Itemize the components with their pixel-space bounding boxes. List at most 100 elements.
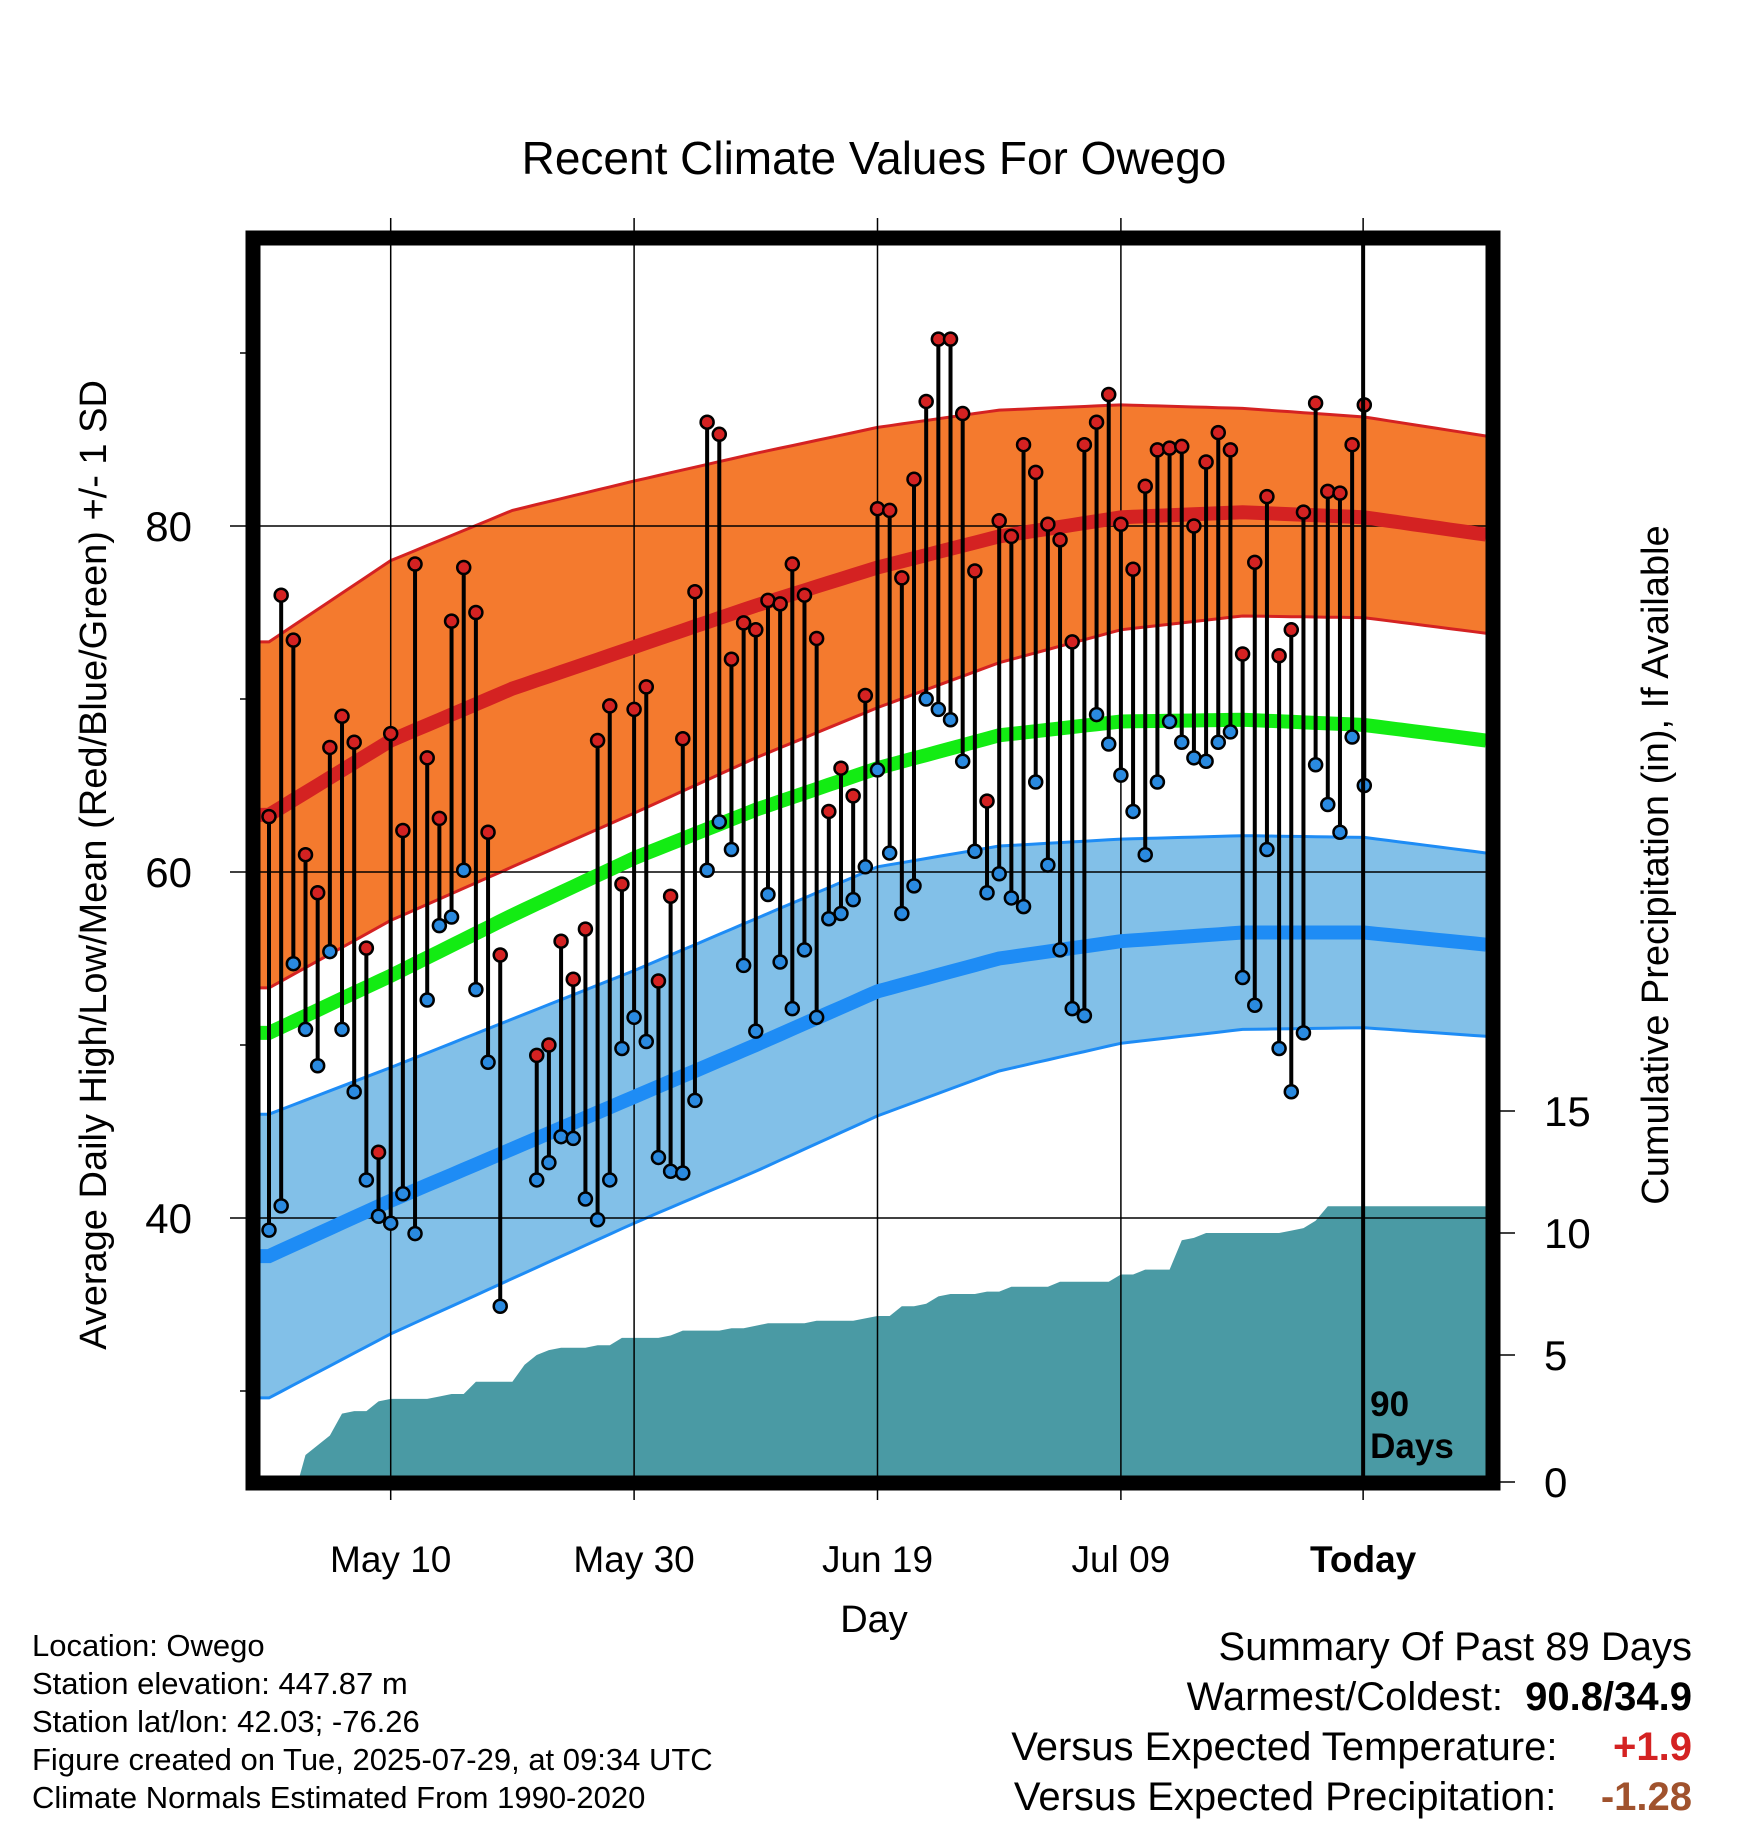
y-tick-label: 80 [145,503,192,550]
daily-low-point [675,1165,691,1181]
daily-low-point [602,1172,618,1188]
daily-high-point [1149,442,1166,458]
daily-low-point [358,1172,375,1188]
daily-high-point [833,760,849,776]
precip-value: -1.28 [1600,1775,1692,1819]
normal-low-line [260,925,1486,1264]
daily-high-point [711,426,728,443]
daily-low-point [930,701,947,718]
daily-low-point [1259,841,1275,858]
daily-high-point [1344,436,1360,453]
precip-label: Versus Expected Precipitation: [1013,1775,1557,1819]
daily-low-point [1113,767,1129,783]
daily-high-point [1113,516,1129,533]
station-info: Location: Owego Station elevation: 447.8… [32,1627,713,1817]
plot-clip-group [260,244,1486,1477]
daily-high-point [1259,488,1275,505]
high-band-upper-edge [260,403,1486,644]
daily-low-point [541,1154,557,1171]
daily-low-point [480,1054,496,1071]
daily-low-point [322,943,338,960]
daily-high-point [796,587,813,603]
daily-high-point [1125,561,1141,577]
daily-low-point [760,886,776,903]
daily-high-point [443,613,460,629]
daily-low-point [979,885,995,901]
daily-low-point [1052,942,1068,958]
daily-high-point [918,393,934,410]
daily-high-point [626,701,642,718]
daily-high-point [1186,518,1202,534]
daily-low-point [748,1023,764,1039]
daily-low-point [845,891,861,908]
daily-low-point [1247,997,1263,1013]
y2-tick-label: 5 [1544,1332,1567,1379]
y-axis-label: Average Daily High/Low/Mean (Red/Blue/Gr… [73,380,115,1350]
daily-high-point [614,876,630,892]
elevation-text: Station elevation: 447.87 m [32,1666,408,1701]
daily-high-point [784,556,801,572]
daily-high-point [285,632,302,648]
daily-high-point [1027,464,1044,481]
daily-high-point [1052,532,1068,548]
daily-high-point [1234,646,1251,662]
warmest-label: Warmest/Coldest: [1186,1675,1503,1719]
daily-low-point [918,691,934,707]
daily-high-point [261,808,277,825]
daily-low-point [370,1208,387,1225]
summary-panel: Summary Of Past 89 Days Warmest/Coldest:… [1011,1622,1692,1822]
daily-high-point [1064,634,1080,650]
daily-high-point [1137,478,1153,494]
created-text: Figure created on Tue, 2025-07-29, at 09… [32,1742,713,1777]
daily-high-point [699,414,715,430]
daily-high-point [1271,648,1287,664]
daily-low-point [954,753,971,770]
y2-axis-label: Cumulative Precipitation (in), If Availa… [1635,525,1677,1204]
daily-low-point [942,712,959,728]
daily-low-point [565,1130,581,1147]
daily-high-point [650,973,667,989]
daily-low-point [1198,753,1214,770]
normals-text: Climate Normals Estimated From 1990-2020 [32,1780,646,1815]
daily-high-point [334,708,350,725]
daily-high-point [370,1144,387,1161]
daily-high-point [991,513,1007,529]
daily-high-point [1247,554,1263,571]
daily-high-point [480,824,496,840]
daily-low-point [991,865,1007,882]
summary-temp-row: Versus Expected Temperature: +1.9 [1011,1722,1692,1772]
daily-low-point [297,1021,314,1038]
daily-low-point [772,954,788,970]
daily-low-point [407,1225,423,1242]
daily-high-point [358,940,375,956]
daily-low-point [1040,857,1056,873]
daily-low-point [1234,969,1251,986]
daily-low-point [687,1092,703,1109]
daily-high-point [1198,454,1214,470]
daily-high-point [772,596,788,612]
daily-high-point [735,615,752,631]
daily-high-point [322,739,338,756]
daily-high-point [1283,622,1300,638]
daily-high-point [638,679,655,695]
x-tick-label: Jun 19 [822,1539,933,1580]
daily-high-point [419,750,435,766]
daily-low-point [967,843,983,859]
daily-high-point [675,731,691,747]
y2-tick-label: 10 [1544,1210,1591,1257]
daily-high-point [942,331,959,347]
daily-high-point [821,803,837,820]
temp-value: +1.9 [1613,1725,1692,1769]
daily-low-point [796,942,813,958]
daily-low-point [833,905,849,922]
daily-low-point [1283,1083,1300,1100]
daily-high-point [1222,442,1239,458]
daily-high-point [894,570,910,586]
daily-low-point [528,1172,545,1188]
daily-high-point [431,810,448,827]
daily-high-point [1100,386,1117,403]
daily-high-point [589,732,606,749]
daily-high-point [395,822,411,839]
daily-high-point [382,725,399,742]
daily-low-point [1027,774,1044,790]
